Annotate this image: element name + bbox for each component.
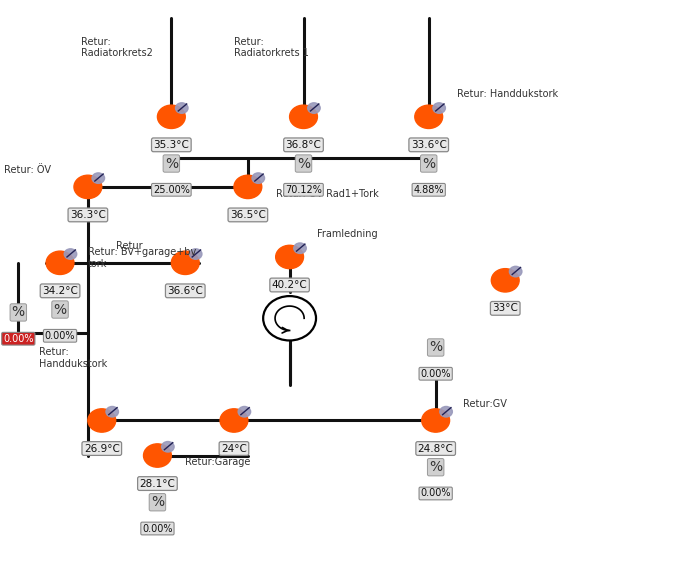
Text: 40.2°C: 40.2°C bbox=[272, 280, 307, 290]
Text: 36.6°C: 36.6°C bbox=[167, 286, 203, 296]
Text: Framledning: Framledning bbox=[317, 230, 378, 239]
Circle shape bbox=[220, 409, 248, 432]
Circle shape bbox=[162, 442, 174, 452]
Circle shape bbox=[491, 269, 519, 292]
Circle shape bbox=[510, 266, 522, 277]
Circle shape bbox=[290, 105, 317, 128]
Text: 0.00%: 0.00% bbox=[45, 331, 76, 341]
Text: %: % bbox=[164, 157, 178, 171]
Circle shape bbox=[176, 103, 188, 113]
Text: 33°C: 33°C bbox=[492, 303, 518, 314]
Text: 28.1°C: 28.1°C bbox=[139, 478, 176, 489]
Circle shape bbox=[88, 409, 116, 432]
Circle shape bbox=[440, 406, 452, 417]
Circle shape bbox=[158, 105, 186, 128]
Text: 0.00%: 0.00% bbox=[3, 333, 34, 344]
Text: 4.88%: 4.88% bbox=[414, 185, 444, 195]
Text: 0.00%: 0.00% bbox=[421, 488, 451, 499]
Circle shape bbox=[64, 249, 77, 259]
Text: Retur:
Radiatorkrets2: Retur: Radiatorkrets2 bbox=[81, 37, 153, 58]
Text: 24.8°C: 24.8°C bbox=[418, 443, 454, 454]
Circle shape bbox=[190, 249, 202, 259]
Circle shape bbox=[422, 409, 449, 432]
Text: 70.12%: 70.12% bbox=[285, 185, 322, 195]
Text: %: % bbox=[422, 157, 435, 171]
Text: %: % bbox=[297, 157, 310, 171]
Circle shape bbox=[308, 103, 320, 113]
Text: 36.8°C: 36.8°C bbox=[286, 140, 321, 150]
Text: Retur: ÖV: Retur: ÖV bbox=[4, 165, 51, 175]
Text: 0.00%: 0.00% bbox=[421, 369, 451, 379]
Circle shape bbox=[234, 175, 262, 199]
Text: %: % bbox=[53, 303, 66, 317]
Circle shape bbox=[238, 406, 251, 417]
Circle shape bbox=[46, 251, 74, 274]
Circle shape bbox=[92, 173, 104, 183]
Circle shape bbox=[263, 296, 316, 340]
Circle shape bbox=[172, 251, 200, 274]
Text: 24°C: 24°C bbox=[221, 443, 247, 454]
Circle shape bbox=[294, 243, 307, 253]
Text: Retur: ÖV Rad1+Tork: Retur: ÖV Rad1+Tork bbox=[276, 189, 379, 199]
Text: 36.3°C: 36.3°C bbox=[70, 210, 106, 220]
Text: Retur:GV: Retur:GV bbox=[463, 399, 508, 409]
Text: Retur:
Radiatorkrets 1: Retur: Radiatorkrets 1 bbox=[234, 37, 309, 58]
Circle shape bbox=[74, 175, 102, 199]
Text: 26.9°C: 26.9°C bbox=[84, 443, 120, 454]
Text: Retur: Handdukstork: Retur: Handdukstork bbox=[456, 89, 558, 99]
Text: Retur: Retur bbox=[116, 241, 142, 251]
Circle shape bbox=[106, 406, 118, 417]
Text: %: % bbox=[429, 460, 442, 474]
Text: Retur:
Handdukstork: Retur: Handdukstork bbox=[39, 347, 107, 369]
Text: 25.00%: 25.00% bbox=[153, 185, 190, 195]
Circle shape bbox=[276, 245, 304, 269]
Text: 35.3°C: 35.3°C bbox=[153, 140, 189, 150]
Circle shape bbox=[415, 105, 442, 128]
Text: 34.2°C: 34.2°C bbox=[42, 286, 78, 296]
Text: 0.00%: 0.00% bbox=[142, 523, 173, 534]
Circle shape bbox=[252, 173, 265, 183]
Text: %: % bbox=[12, 305, 25, 319]
Circle shape bbox=[433, 103, 445, 113]
Text: 36.5°C: 36.5°C bbox=[230, 210, 266, 220]
Text: Retur: BV+garage+bv
tork: Retur: BV+garage+bv tork bbox=[88, 247, 196, 269]
Text: 33.6°C: 33.6°C bbox=[411, 140, 447, 150]
Text: %: % bbox=[151, 495, 164, 509]
Text: %: % bbox=[429, 340, 442, 354]
Circle shape bbox=[144, 444, 172, 467]
Text: Retur:Garage: Retur:Garage bbox=[186, 457, 251, 467]
